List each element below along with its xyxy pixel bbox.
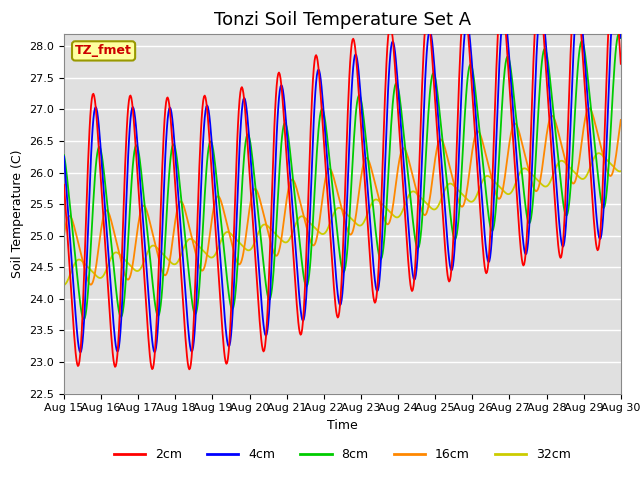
Text: TZ_fmet: TZ_fmet [75,44,132,58]
Y-axis label: Soil Temperature (C): Soil Temperature (C) [11,149,24,278]
Legend: 2cm, 4cm, 8cm, 16cm, 32cm: 2cm, 4cm, 8cm, 16cm, 32cm [109,443,576,466]
Title: Tonzi Soil Temperature Set A: Tonzi Soil Temperature Set A [214,11,471,29]
X-axis label: Time: Time [327,419,358,432]
